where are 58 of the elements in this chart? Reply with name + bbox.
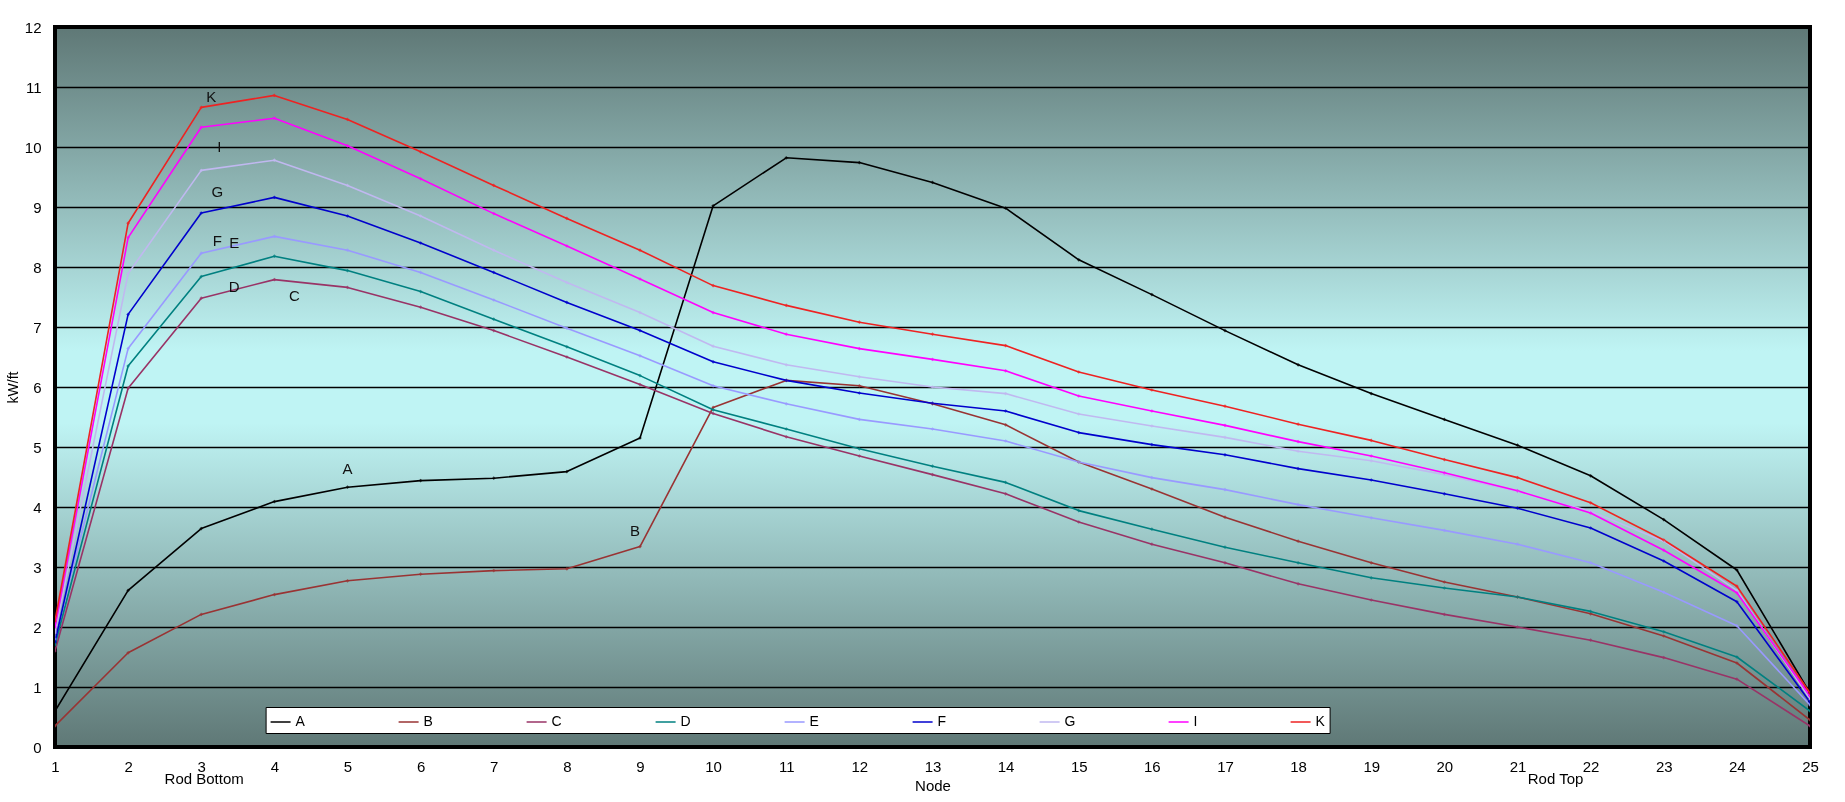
x-tick-label: 10 [705,757,722,775]
x-tick-label: 6 [416,757,426,775]
x-tick-label: 11 [778,757,795,775]
y-tick-label: 9 [33,198,42,216]
x-tick-label: 17 [1217,757,1234,775]
x-tick-label: 25 [1802,757,1819,775]
x-tick-label: 22 [1582,757,1600,775]
y-tick-label: 2 [33,618,42,636]
x-tick-label: 3 [197,757,206,775]
x-tick-label: 8 [563,757,572,775]
y-tick-label: 7 [33,318,42,336]
x-tick-label: 24 [1729,757,1746,775]
text: F [212,232,222,249]
x-tick-label: 18 [1290,757,1307,775]
x-tick-label: 2 [124,757,133,775]
legend-label: E [809,713,819,729]
y-tick-label: 6 [33,378,42,396]
x-tick-label: 21 [1509,757,1527,775]
text: E [229,234,240,252]
y-tick-label: 12 [24,18,42,36]
y-tick-label: 3 [33,558,42,576]
y-axis-title: kW/ft [4,371,21,404]
text: C [288,286,300,304]
x-tick-label: 23 [1655,757,1673,775]
legend-label: G [1064,713,1076,729]
text: I [217,138,222,156]
x-tick-label: 16 [1144,757,1161,775]
y-tick-label: 8 [33,258,42,276]
y-tick-label: 10 [24,138,42,156]
y-tick-label: 4 [33,498,42,516]
text: K [206,88,217,106]
text: A [342,460,353,478]
legend-label: C [551,713,562,729]
x-tick-label: 15 [1070,757,1088,775]
text: G [211,183,224,201]
legend-label: F [937,713,947,729]
text: B [629,521,641,539]
x-tick-label: 4 [270,757,280,775]
x-tick-label: 5 [343,757,353,775]
x-tick-label: 13 [924,757,942,775]
legend-label: K [1315,713,1326,729]
y-tick-label: 11 [25,78,42,96]
text: Rod Top [1527,770,1584,787]
y-tick-label: 5 [33,438,42,456]
y-tick-label: 0 [33,738,42,756]
x-tick-label: 14 [997,757,1015,775]
x-tick-label: 9 [636,757,645,775]
legend-label: D [680,713,691,729]
x-tick-label: 1 [51,757,60,775]
x-tick-label: 19 [1363,757,1381,775]
y-tick-label: 1 [33,678,42,696]
x-tick-label: 12 [851,757,869,775]
legend-label: B [423,713,433,729]
x-tick-label: 7 [490,757,499,775]
legend-label: A [295,713,306,729]
x-tick-label: 20 [1436,757,1454,775]
legend-label: I [1193,713,1198,729]
x-axis-title: Node [915,776,951,794]
